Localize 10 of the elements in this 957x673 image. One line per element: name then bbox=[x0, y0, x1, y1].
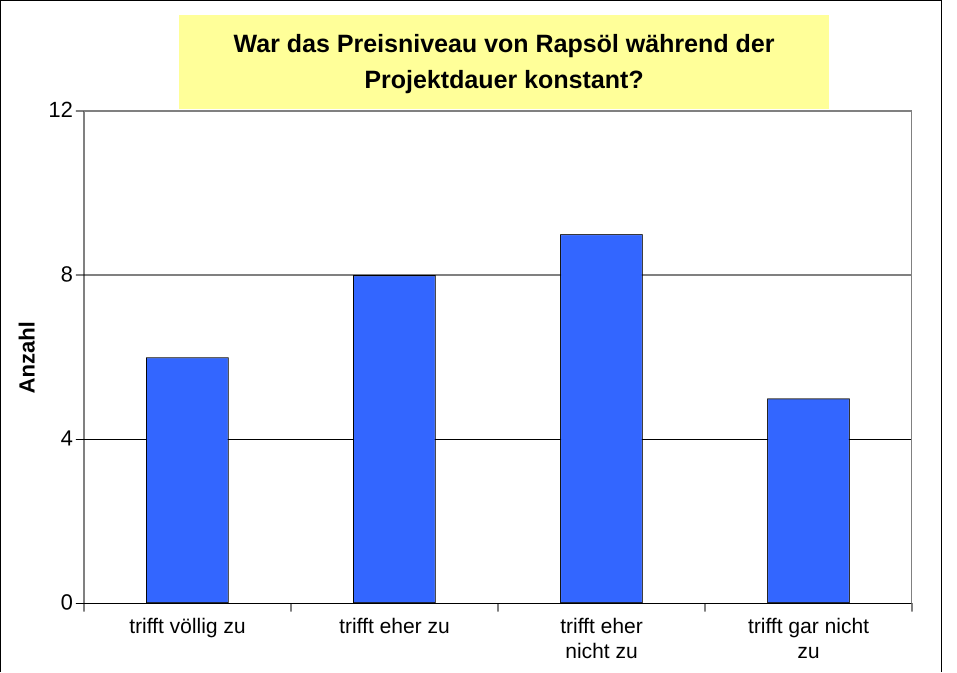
x-tick-label: trifft eher nicht zu bbox=[560, 614, 643, 664]
y-tick-label: 4 bbox=[60, 425, 73, 450]
y-tick-label: 8 bbox=[60, 261, 73, 286]
x-tick-label: trifft gar nicht zu bbox=[748, 614, 870, 664]
y-tick-label: 12 bbox=[48, 97, 73, 122]
x-tick-label: trifft völlig zu bbox=[129, 614, 246, 638]
y-tick-label: 0 bbox=[60, 590, 73, 615]
x-tick-label: trifft eher zu bbox=[339, 614, 450, 638]
chart-title: War das Preisniveau von Rapsöl während der Projektdauer konstant? bbox=[179, 15, 829, 109]
y-axis-title: Anzahl bbox=[14, 321, 40, 394]
